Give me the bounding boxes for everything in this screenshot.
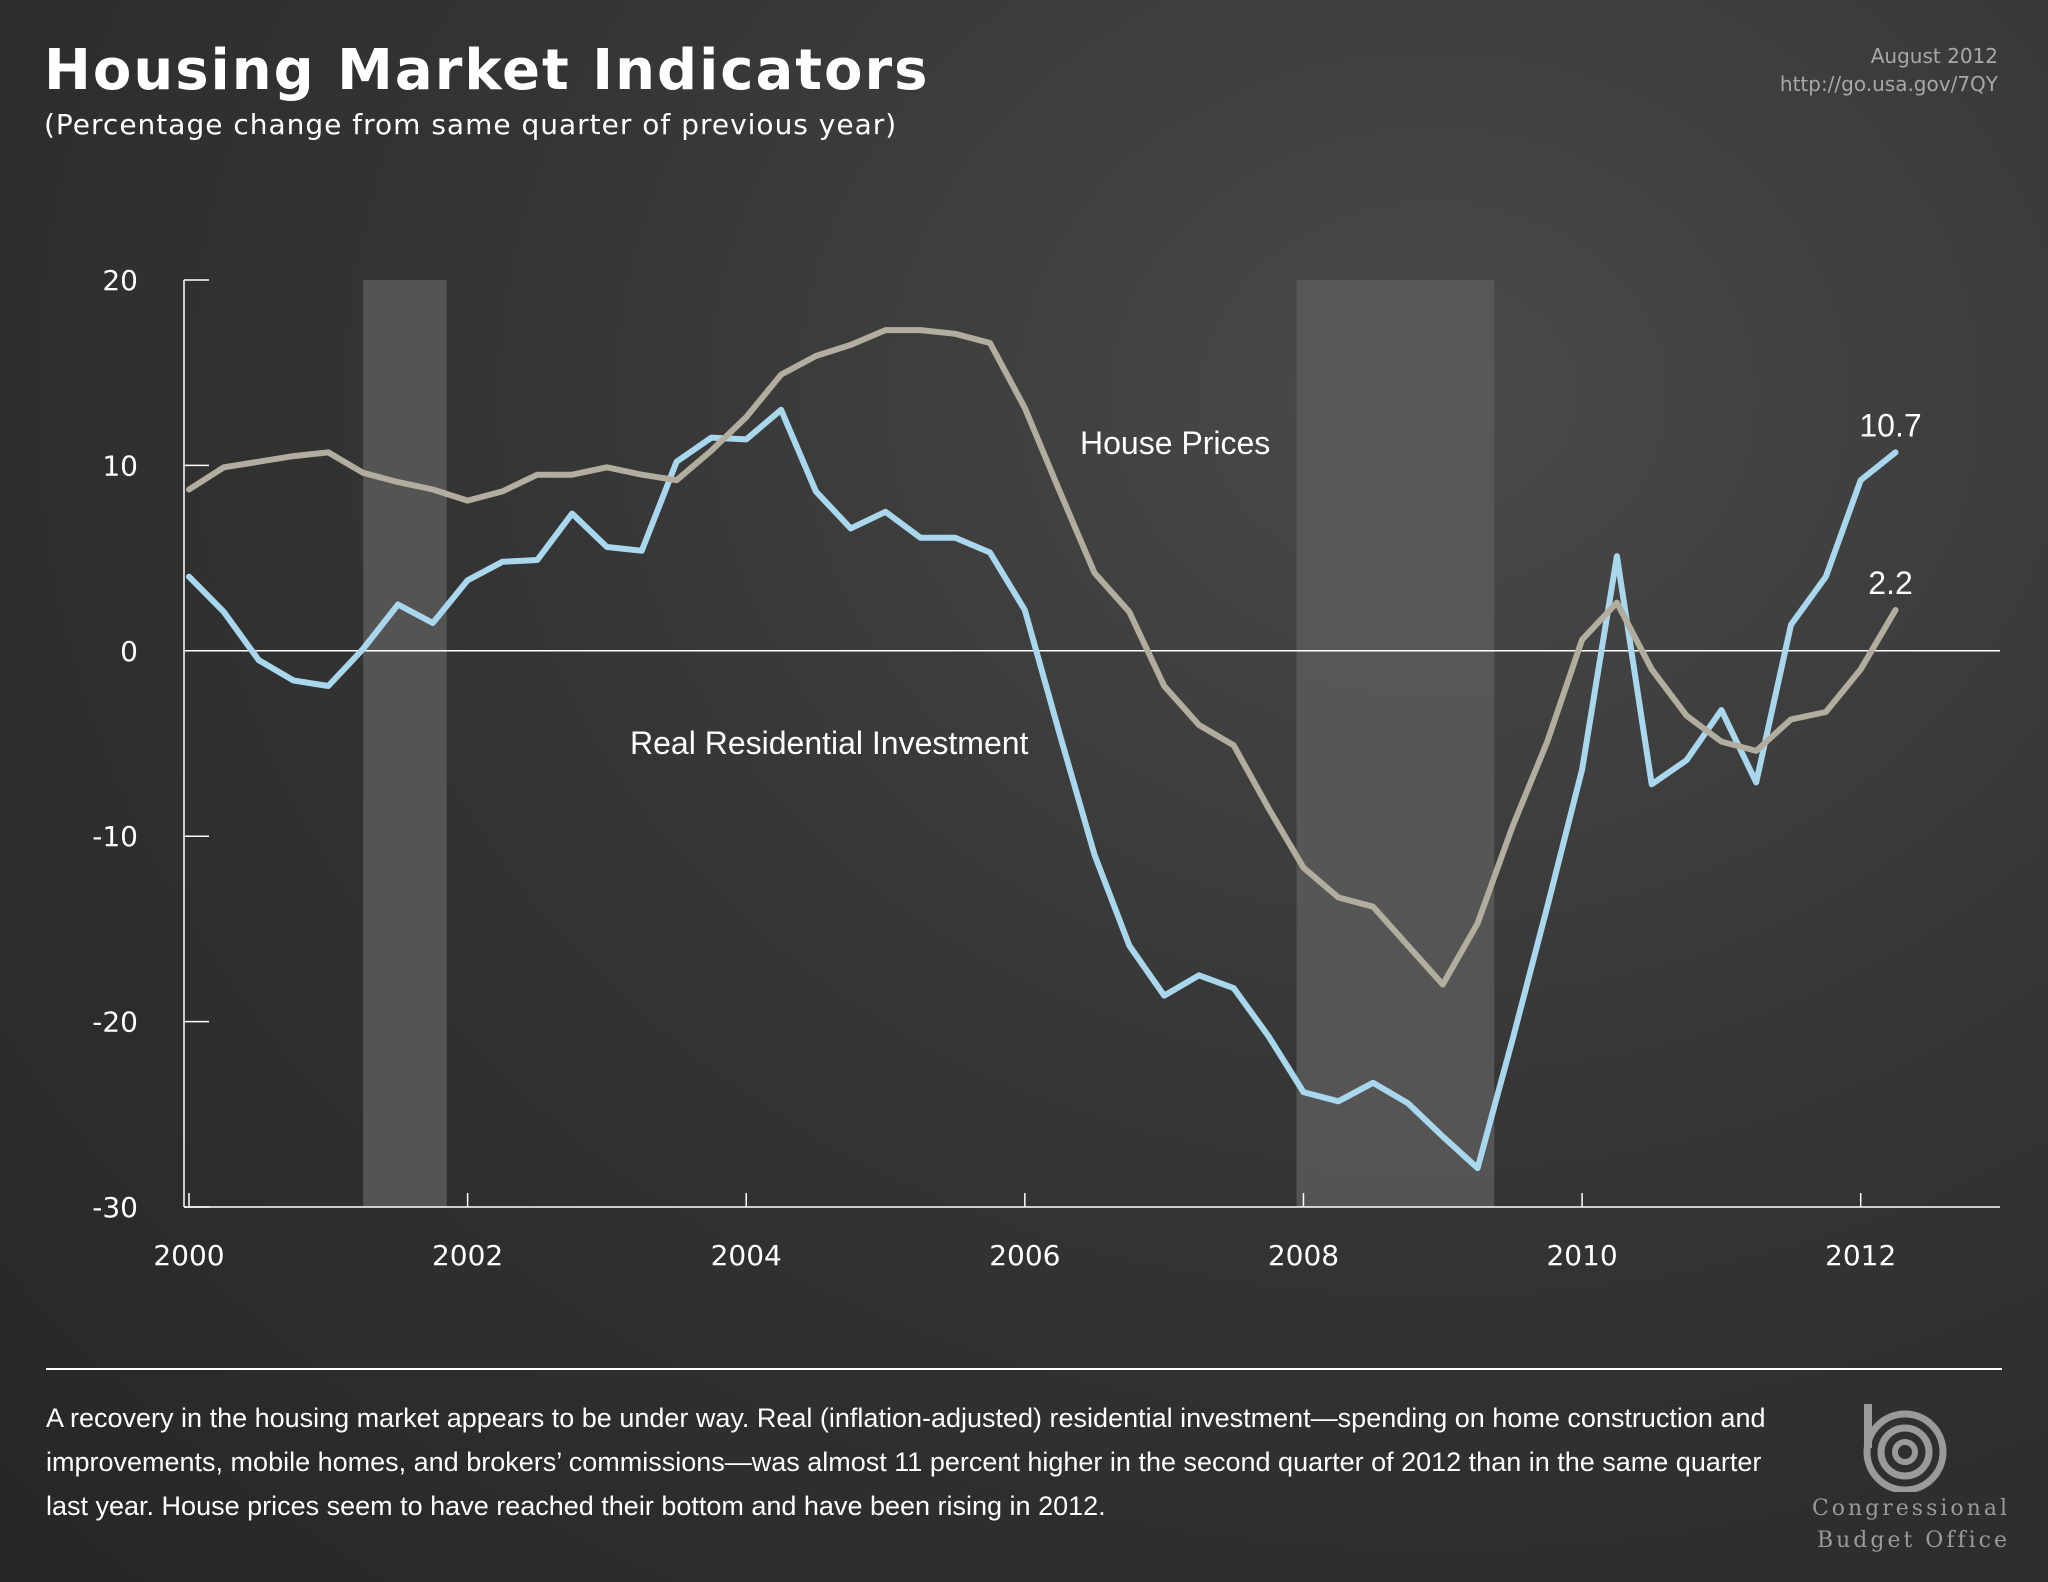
publication-date: August 2012 [1870,44,1998,68]
logo-text-line1: Congressional [1811,1496,2010,1521]
end-value-house-prices: 2.2 [1868,565,1912,601]
recession-band-2 [1296,280,1495,1207]
cbo-logo: Congressional Budget Office [1800,1402,2010,1562]
x-tick-label: 2002 [432,1239,503,1272]
recession-bands [363,280,1495,1207]
y-tick-label: -20 [92,1006,138,1039]
house-prices-line [186,327,1899,988]
divider [46,1368,2002,1370]
y-tick-label: -30 [92,1191,138,1224]
caption-text: A recovery in the housing market appears… [46,1403,1766,1521]
recession-band-1 [363,280,447,1207]
logo-text-line2: Budget Office [1816,1528,2010,1553]
chart-labels: House Prices Real Residential Investment 1… [630,407,1922,761]
x-tick-label: 2006 [989,1239,1060,1272]
x-tick-label: 2010 [1546,1239,1617,1272]
end-value-investment: 10.7 [1859,407,1921,443]
y-tick-label: 0 [120,635,138,668]
y-tick-label: 20 [102,264,138,297]
page-subtitle: (Percentage change from same quarter of … [44,108,898,141]
y-tick-label: 10 [102,449,138,482]
x-tick-label: 2004 [711,1239,782,1272]
investment-line [186,406,1899,1172]
series-label-investment: Real Residential Investment [630,725,1029,761]
cbo-logo-icon [1863,1404,1947,1492]
page-title: Housing Market Indicators [44,38,930,103]
series-label-house-prices: House Prices [1080,425,1270,461]
x-tick-label: 2012 [1825,1239,1896,1272]
series-lines [186,327,1899,1172]
y-tick-label: -10 [92,820,138,853]
publication-info: August 2012 http://go.usa.gov/7QY [1780,42,1998,98]
x-tick-label: 2008 [1268,1239,1339,1272]
x-tick-label: 2000 [153,1239,224,1272]
short-url: http://go.usa.gov/7QY [1779,72,1998,96]
